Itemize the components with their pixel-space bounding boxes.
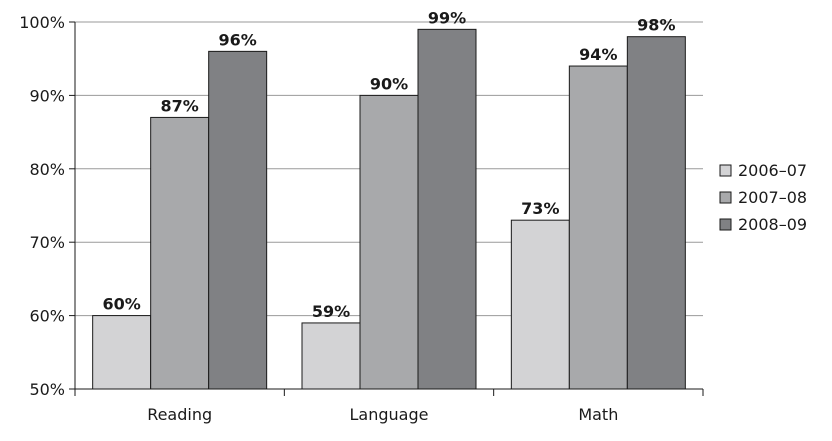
bar <box>208 50 268 390</box>
bar-value-label: 73% <box>521 199 559 218</box>
y-tick-label: 90% <box>29 86 65 105</box>
bar <box>301 322 361 390</box>
category-label: Math <box>578 405 618 424</box>
y-tick-label: 70% <box>29 233 65 252</box>
y-tick-label: 50% <box>29 380 65 399</box>
y-tick-label: 60% <box>29 307 65 326</box>
bar-value-label: 99% <box>428 8 466 27</box>
category-label: Language <box>350 405 429 424</box>
bar-value-label: 87% <box>161 96 199 115</box>
category-label: Reading <box>147 405 212 424</box>
bar-value-label: 59% <box>312 302 350 321</box>
bar-value-label: 90% <box>370 74 408 93</box>
data-labels: 60% 87% 96% 59% 90% 99% 73% 94% 98% <box>103 8 676 321</box>
bar <box>510 219 570 390</box>
y-tick-label: 80% <box>29 160 65 179</box>
legend-label: 2006–07 <box>738 161 807 180</box>
legend-swatch <box>719 191 732 204</box>
bar <box>417 28 477 390</box>
y-tick-label: 100% <box>19 13 65 32</box>
bar <box>626 36 686 390</box>
bar-value-label: 60% <box>103 295 141 314</box>
bars <box>92 28 686 390</box>
axes: 50% 60% 70% 80% 90% 100% Reading Language Math <box>19 13 704 424</box>
legend-label: 2007–08 <box>738 188 807 207</box>
legend-swatch <box>719 218 732 231</box>
bar <box>150 116 210 390</box>
bar <box>359 94 419 390</box>
bar <box>92 315 152 390</box>
legend-swatch <box>719 164 732 177</box>
legend-label: 2008–09 <box>738 215 807 234</box>
bar-value-label: 98% <box>637 16 675 35</box>
bar <box>568 65 628 390</box>
bar-value-label: 94% <box>579 45 617 64</box>
legend: 2006–07 2007–08 2008–09 <box>719 161 807 234</box>
bar-value-label: 96% <box>219 30 257 49</box>
